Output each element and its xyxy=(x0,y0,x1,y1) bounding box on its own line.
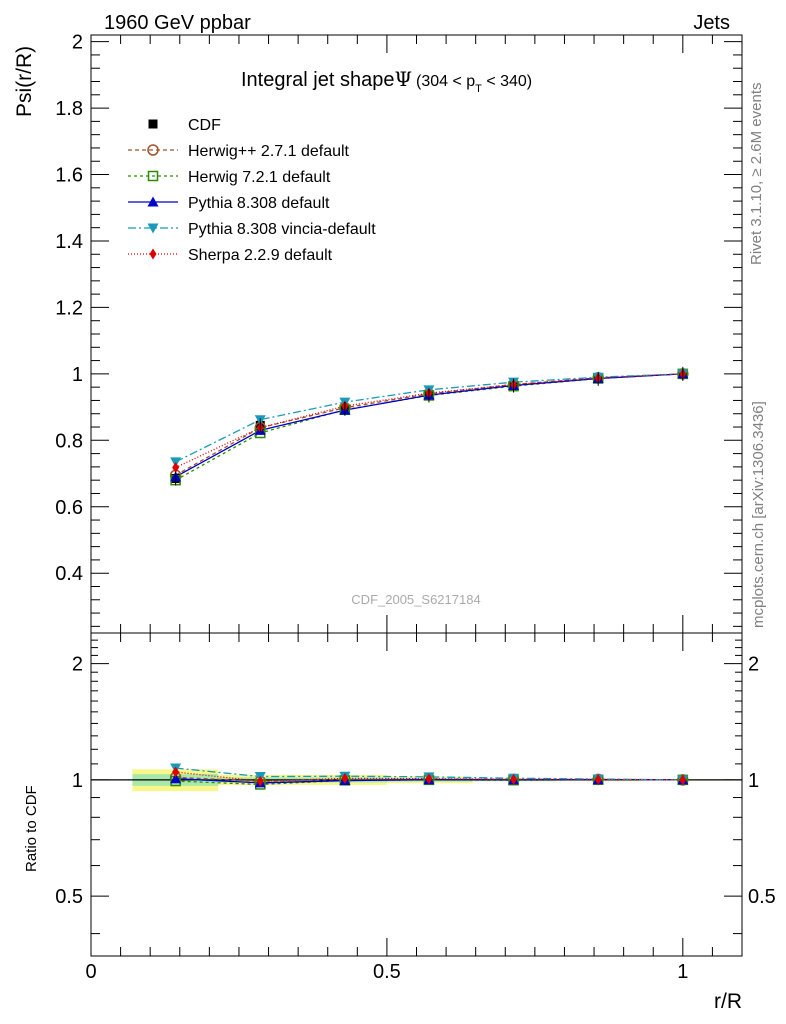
y-tick-label: 1.8 xyxy=(55,98,83,120)
header-left: 1960 GeV ppbar xyxy=(104,12,251,34)
analysis-watermark: CDF_2005_S6217184 xyxy=(351,592,480,607)
main-panel-series xyxy=(169,366,689,486)
legend-marker-herwigpp xyxy=(147,144,159,156)
x-tick-label: 1 xyxy=(677,961,688,983)
legend-label-vincia: Pythia 8.308 vincia-default xyxy=(188,221,376,238)
ratio-point-pythia xyxy=(170,773,182,784)
ratio-point-sherpa xyxy=(679,774,687,786)
y-tick-label: 1.6 xyxy=(55,165,83,187)
legend-marker-vincia xyxy=(147,223,159,234)
y-tick-label: 1 xyxy=(72,364,83,386)
ratio-point-sherpa xyxy=(256,775,264,787)
legend-marker-sherpa xyxy=(149,248,157,260)
legend-label-data: CDF xyxy=(188,117,221,134)
y-tick-label: 2 xyxy=(72,32,83,54)
ratio-frame xyxy=(90,632,743,957)
ratio-point-sherpa xyxy=(172,766,180,778)
pt-subscript: T xyxy=(475,83,482,95)
main-title: Integral jet shapeΨ (304 < pT < 340) xyxy=(241,67,532,95)
ratio-point-sherpa xyxy=(594,774,602,786)
ratio-y-tick-label: 0.5 xyxy=(55,886,83,908)
main-title-text: Integral jet shape xyxy=(241,69,394,91)
legend-label-sherpa: Sherpa 2.2.9 default xyxy=(188,247,333,264)
ratio-y-tick-label-right: 0.5 xyxy=(748,886,776,908)
main-panel-axes: 0.4 0.6 0.8 1 1.2 1.4 1.6 1.8 2 xyxy=(55,32,743,634)
legend: CDF Herwig++ 2.7.1 default Herwig 7.2.1 de… xyxy=(128,117,376,264)
pt-range-suffix: < 340) xyxy=(482,73,532,90)
x-axis-label: r/R xyxy=(714,990,742,1013)
ratio-panel-series xyxy=(169,763,689,790)
legend-label-pythia: Pythia 8.308 default xyxy=(188,195,330,212)
ratio-y-tick-label-right: 1 xyxy=(748,770,759,792)
ratio-y-tick-label: 2 xyxy=(72,654,83,676)
main-y-label: Psi(r/R) xyxy=(13,46,36,117)
x-tick-label: 0.5 xyxy=(373,961,401,983)
psi-symbol: Ψ xyxy=(394,67,412,91)
header-right: Jets xyxy=(693,12,730,34)
rivet-version-label: Rivet 3.1.10, ≥ 2.6M events xyxy=(748,83,765,266)
ratio-point-sherpa xyxy=(510,773,518,785)
ratio-point-sherpa xyxy=(341,772,349,784)
ratio-y-tick-label-right: 2 xyxy=(748,654,759,676)
legend-label-herwigpp: Herwig++ 2.7.1 default xyxy=(188,143,350,160)
y-tick-label: 0.4 xyxy=(55,563,83,585)
legend-marker-data xyxy=(148,119,158,129)
mcplots-label: mcplots.cern.ch [arXiv:1306.3436] xyxy=(750,401,767,628)
ratio-y-tick-label: 1 xyxy=(72,770,83,792)
ratio-panel-axes: 0.5 0.5 1 1 2 2 0 0.5 1 xyxy=(55,632,776,983)
x-tick-label: 0 xyxy=(85,961,96,983)
y-tick-label: 0.6 xyxy=(55,497,83,519)
legend-label-herwig7: Herwig 7.2.1 default xyxy=(188,169,331,186)
ratio-y-label: Ratio to CDF xyxy=(23,785,40,872)
ratio-point-sherpa xyxy=(425,773,433,785)
y-tick-label: 0.8 xyxy=(55,430,83,452)
legend-marker-pythia xyxy=(147,196,159,207)
y-tick-label: 1.2 xyxy=(55,297,83,319)
legend-marker-herwig7 xyxy=(147,170,159,182)
y-tick-label: 1.4 xyxy=(55,231,83,253)
pt-range-prefix: (304 < p xyxy=(416,73,475,90)
point-sherpa xyxy=(172,462,180,474)
